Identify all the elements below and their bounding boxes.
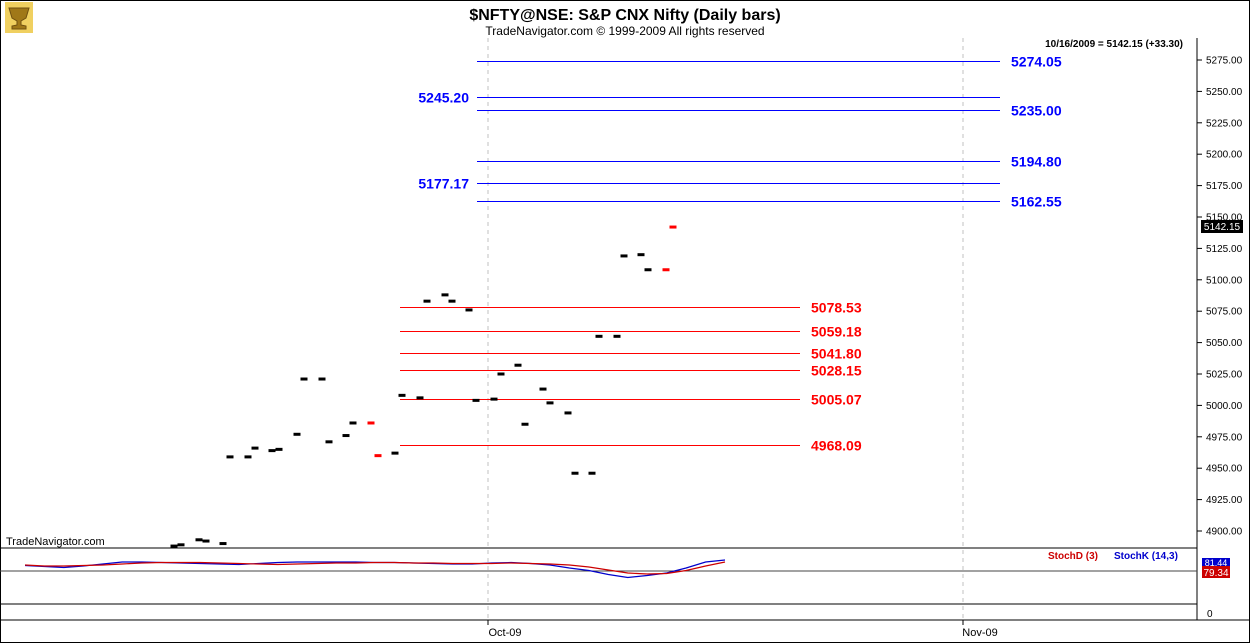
- stochastic-lines: [24, 559, 726, 579]
- price-bars: [170, 225, 677, 548]
- x-tick-label: Oct-09: [488, 627, 521, 639]
- red-level-label: 5028.15: [811, 363, 862, 379]
- red-level-label: 5059.18: [811, 324, 862, 340]
- blue-level-label: 5245.20: [418, 90, 469, 106]
- y-tick-label: 5050.00: [1206, 338, 1243, 349]
- blue-level-label: 5194.80: [1011, 154, 1062, 170]
- stochk-label: StochK (14,3): [1114, 551, 1178, 562]
- trophy-logo-icon: [5, 2, 33, 33]
- stochd-label: StochD (3): [1048, 551, 1098, 562]
- y-tick-label: 5075.00: [1206, 307, 1243, 318]
- y-tick-label: 5000.00: [1206, 401, 1243, 412]
- red-level-label: 5005.07: [811, 392, 862, 408]
- x-tick-label: Nov-09: [962, 627, 997, 639]
- price-axis: 4900.00 4925.00 4950.00 4975.00 5000.00 5025.…: [1197, 56, 1243, 538]
- copyright-text: TradeNavigator.com © 1999-2009 All right…: [485, 24, 764, 38]
- y-tick-label: 5275.00: [1206, 56, 1243, 67]
- stoch-axis-label: 0: [1207, 609, 1213, 620]
- y-tick-label: 4975.00: [1206, 432, 1243, 443]
- y-tick-label: 4950.00: [1206, 464, 1243, 475]
- blue-level-label: 5274.05: [1011, 54, 1062, 70]
- price-tag-box: [1201, 220, 1243, 233]
- y-tick-label: 4925.00: [1206, 495, 1243, 506]
- blue-level-label: 5177.17: [418, 176, 469, 192]
- price-tag: 5142.15: [1204, 222, 1241, 233]
- stochk-value: 81.44: [1205, 558, 1228, 568]
- blue-level-label: 5162.55: [1011, 194, 1062, 210]
- stochd-value-box: [1202, 566, 1230, 578]
- y-tick-label: 5025.00: [1206, 370, 1243, 381]
- y-tick-label: 5125.00: [1206, 244, 1243, 255]
- stochd-value: 79.34: [1203, 568, 1228, 579]
- y-tick-label: 5200.00: [1206, 150, 1243, 161]
- y-tick-label: 5175.00: [1206, 181, 1243, 192]
- red-level-label: 5078.53: [811, 300, 862, 316]
- blue-level-label: 5235.00: [1011, 103, 1062, 119]
- stochk-value-box: [1202, 558, 1230, 566]
- y-tick-label: 5250.00: [1206, 87, 1243, 98]
- last-quote: 10/16/2009 = 5142.15 (+33.30): [1045, 39, 1183, 50]
- y-tick-label: 5100.00: [1206, 275, 1243, 286]
- red-level-label: 5041.80: [811, 346, 862, 362]
- chart-title: $NFTY@NSE: S&P CNX Nifty (Daily bars): [469, 7, 780, 24]
- y-tick-label: 5225.00: [1206, 118, 1243, 129]
- watermark-text: TradeNavigator.com: [6, 536, 105, 548]
- y-tick-label: 4900.00: [1206, 527, 1243, 538]
- red-level-label: 4968.09: [811, 438, 862, 454]
- y-tick-label: 5150.00: [1206, 213, 1243, 224]
- level-lines: 5274.05 5245.20 5235.00 5194.80 5177.17 5162.…: [400, 54, 1062, 454]
- time-axis: Oct-09 Nov-09: [487, 620, 998, 639]
- stochd-line: [24, 561, 726, 575]
